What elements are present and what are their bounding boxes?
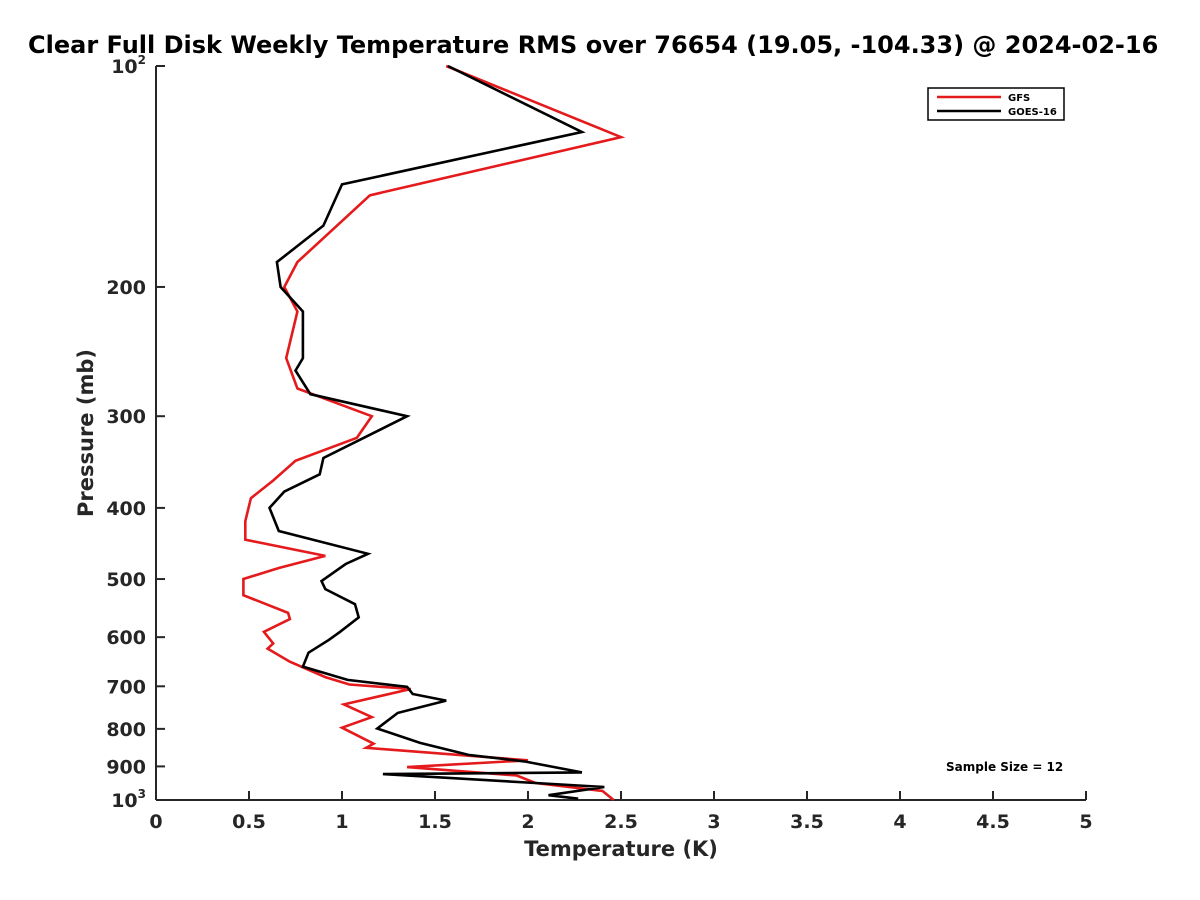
x-tick-label: 0 bbox=[149, 811, 162, 833]
legend-box bbox=[927, 87, 1065, 121]
x-axis-label: Temperature (K) bbox=[524, 837, 718, 861]
y-tick-label: 800 bbox=[106, 719, 146, 741]
y-tick-label: 103 bbox=[111, 787, 146, 812]
y-tick-label: 400 bbox=[106, 498, 146, 520]
x-tick-label: 5 bbox=[1079, 811, 1092, 833]
series-line-gfs bbox=[242, 64, 626, 802]
x-ticks: 0 0.5 1 1.5 2 2.5 3 3.5 4 4.5 5 bbox=[149, 791, 1093, 833]
y-tick-label: 900 bbox=[106, 756, 146, 778]
y-tick-label: 300 bbox=[106, 406, 146, 428]
series-line-goes-16 bbox=[267, 64, 605, 800]
y-tick-label: 102 bbox=[111, 53, 146, 78]
y-axis-label: Pressure (mb) bbox=[74, 349, 98, 517]
x-tick-label: 2.5 bbox=[604, 811, 638, 833]
chart-title: Clear Full Disk Weekly Temperature RMS o… bbox=[28, 31, 1158, 59]
x-tick-label: 4 bbox=[893, 811, 906, 833]
plot-area: 0 0.5 1 1.5 2 2.5 3 3.5 4 4.5 5 102 200 300 400 500 600… bbox=[106, 53, 1092, 833]
y-tick-label: 600 bbox=[106, 627, 146, 649]
sample-size-annotation: Sample Size = 12 bbox=[946, 760, 1063, 774]
legend-label-gfs: GFS bbox=[1008, 93, 1030, 104]
x-tick-label: 1.5 bbox=[418, 811, 452, 833]
x-tick-label: 4.5 bbox=[976, 811, 1010, 833]
x-tick-label: 3 bbox=[707, 811, 720, 833]
x-tick-label: 1 bbox=[335, 811, 348, 833]
y-tick-label: 700 bbox=[106, 676, 146, 698]
y-ticks: 102 200 300 400 500 600 700 800 900 103 bbox=[106, 53, 165, 812]
x-tick-label: 0.5 bbox=[232, 811, 266, 833]
legend: GFS GOES-16 bbox=[927, 87, 1065, 121]
y-tick-label: 200 bbox=[106, 277, 146, 299]
x-tick-label: 2 bbox=[521, 811, 534, 833]
x-tick-label: 3.5 bbox=[790, 811, 824, 833]
y-tick-label: 500 bbox=[106, 569, 146, 591]
legend-label-goes16: GOES-16 bbox=[1008, 107, 1057, 118]
series-lines bbox=[242, 64, 626, 802]
